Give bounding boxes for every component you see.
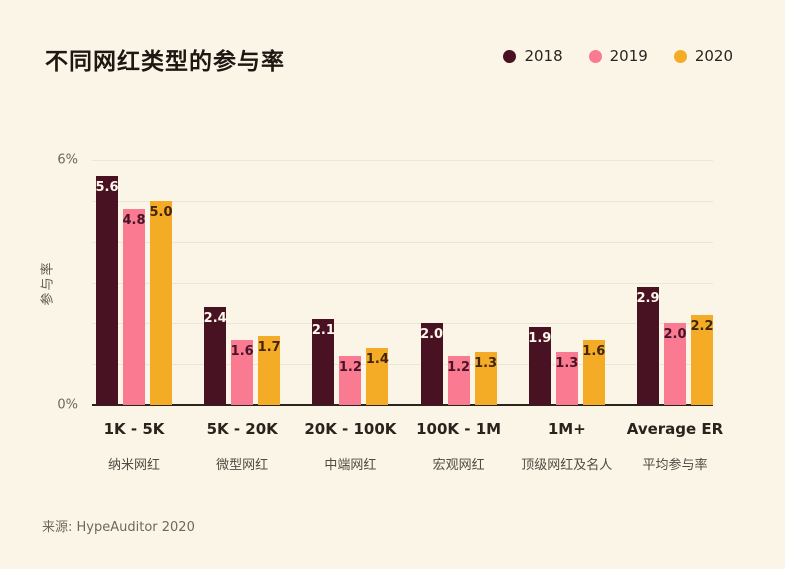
- bar-value-label: 2.0: [420, 327, 444, 343]
- legend-item: 2018: [503, 47, 563, 65]
- y-axis-title: 参与率: [40, 260, 56, 306]
- bar-value-label: 1.2: [338, 360, 362, 375]
- bar: [231, 339, 254, 405]
- bar-value-label: 4.8: [122, 213, 146, 228]
- bar: [582, 339, 605, 405]
- bar-value-label: 2.9: [636, 290, 660, 306]
- bar: [258, 335, 281, 405]
- y-tick-label: 6%: [57, 152, 78, 168]
- category-label: 1M+: [547, 420, 586, 438]
- bar: [96, 176, 118, 405]
- bar-value-label: 1.6: [582, 343, 606, 359]
- category-sublabel: 宏观网红: [432, 458, 485, 473]
- gridline: [92, 241, 713, 243]
- category-sublabel: 平均参与率: [642, 458, 708, 473]
- legend-label: 2020: [694, 47, 733, 65]
- legend-label: 2019: [609, 47, 648, 65]
- legend-item: 2019: [588, 47, 648, 65]
- bar-value-label: 1.3: [555, 355, 579, 371]
- bar-value-label: 5.0: [149, 204, 173, 220]
- gridline: [92, 323, 713, 325]
- bar: [150, 200, 172, 405]
- category-label: 100K - 1M: [416, 420, 502, 438]
- bar: [555, 351, 578, 405]
- bar-value-label: 5.6: [95, 180, 119, 196]
- bar: [691, 315, 713, 405]
- gridline: [92, 282, 713, 284]
- bar: [366, 347, 389, 405]
- legend-swatch: [588, 49, 602, 63]
- bar-value-label: 1.4: [365, 351, 389, 367]
- bar: [447, 356, 470, 405]
- bar: [528, 327, 551, 405]
- bar: [474, 351, 497, 405]
- legend-swatch: [503, 49, 517, 63]
- category-sublabel: 微型网红: [216, 458, 269, 473]
- gridline: [92, 200, 713, 202]
- category-sublabel: 中端网红: [324, 458, 377, 473]
- bar: [123, 209, 145, 405]
- bar-value-label: 1.3: [474, 355, 498, 371]
- bar: [664, 323, 686, 405]
- gridline: [92, 160, 713, 161]
- gridline: [92, 364, 713, 366]
- bar: [339, 356, 362, 405]
- legend-item: 2020: [673, 47, 733, 65]
- category-label: 5K - 20K: [206, 420, 278, 438]
- category-label: 1K - 5K: [103, 420, 165, 438]
- bar-value-label: 2.2: [690, 319, 714, 335]
- bar-value-label: 1.9: [528, 331, 552, 347]
- legend: 2018 2019 2020: [503, 47, 733, 65]
- bar-value-label: 1.2: [447, 360, 471, 375]
- chart-title: 不同网红类型的参与率: [45, 49, 285, 75]
- bar: [312, 319, 335, 405]
- bar-value-label: 1.7: [257, 339, 281, 355]
- category-label: Average ER: [626, 420, 724, 438]
- category-label: 20K - 100K: [304, 420, 397, 438]
- legend-swatch: [673, 49, 687, 63]
- bar: [204, 307, 227, 405]
- bar-value-label: 2.4: [203, 311, 227, 326]
- bar-value-label: 2.1: [311, 323, 335, 339]
- bar-value-label: 2.0: [663, 327, 687, 343]
- category-sublabel: 顶级网红及名人: [521, 458, 613, 473]
- y-tick-label: 0%: [57, 397, 78, 413]
- source-note: 来源: HypeAuditor 2020: [42, 520, 195, 535]
- category-sublabel: 纳米网红: [107, 458, 160, 473]
- x-axis-line: [92, 404, 713, 406]
- bar-value-label: 1.6: [230, 343, 254, 359]
- legend-label: 2018: [524, 47, 563, 65]
- bar: [637, 286, 659, 405]
- bar: [420, 323, 443, 405]
